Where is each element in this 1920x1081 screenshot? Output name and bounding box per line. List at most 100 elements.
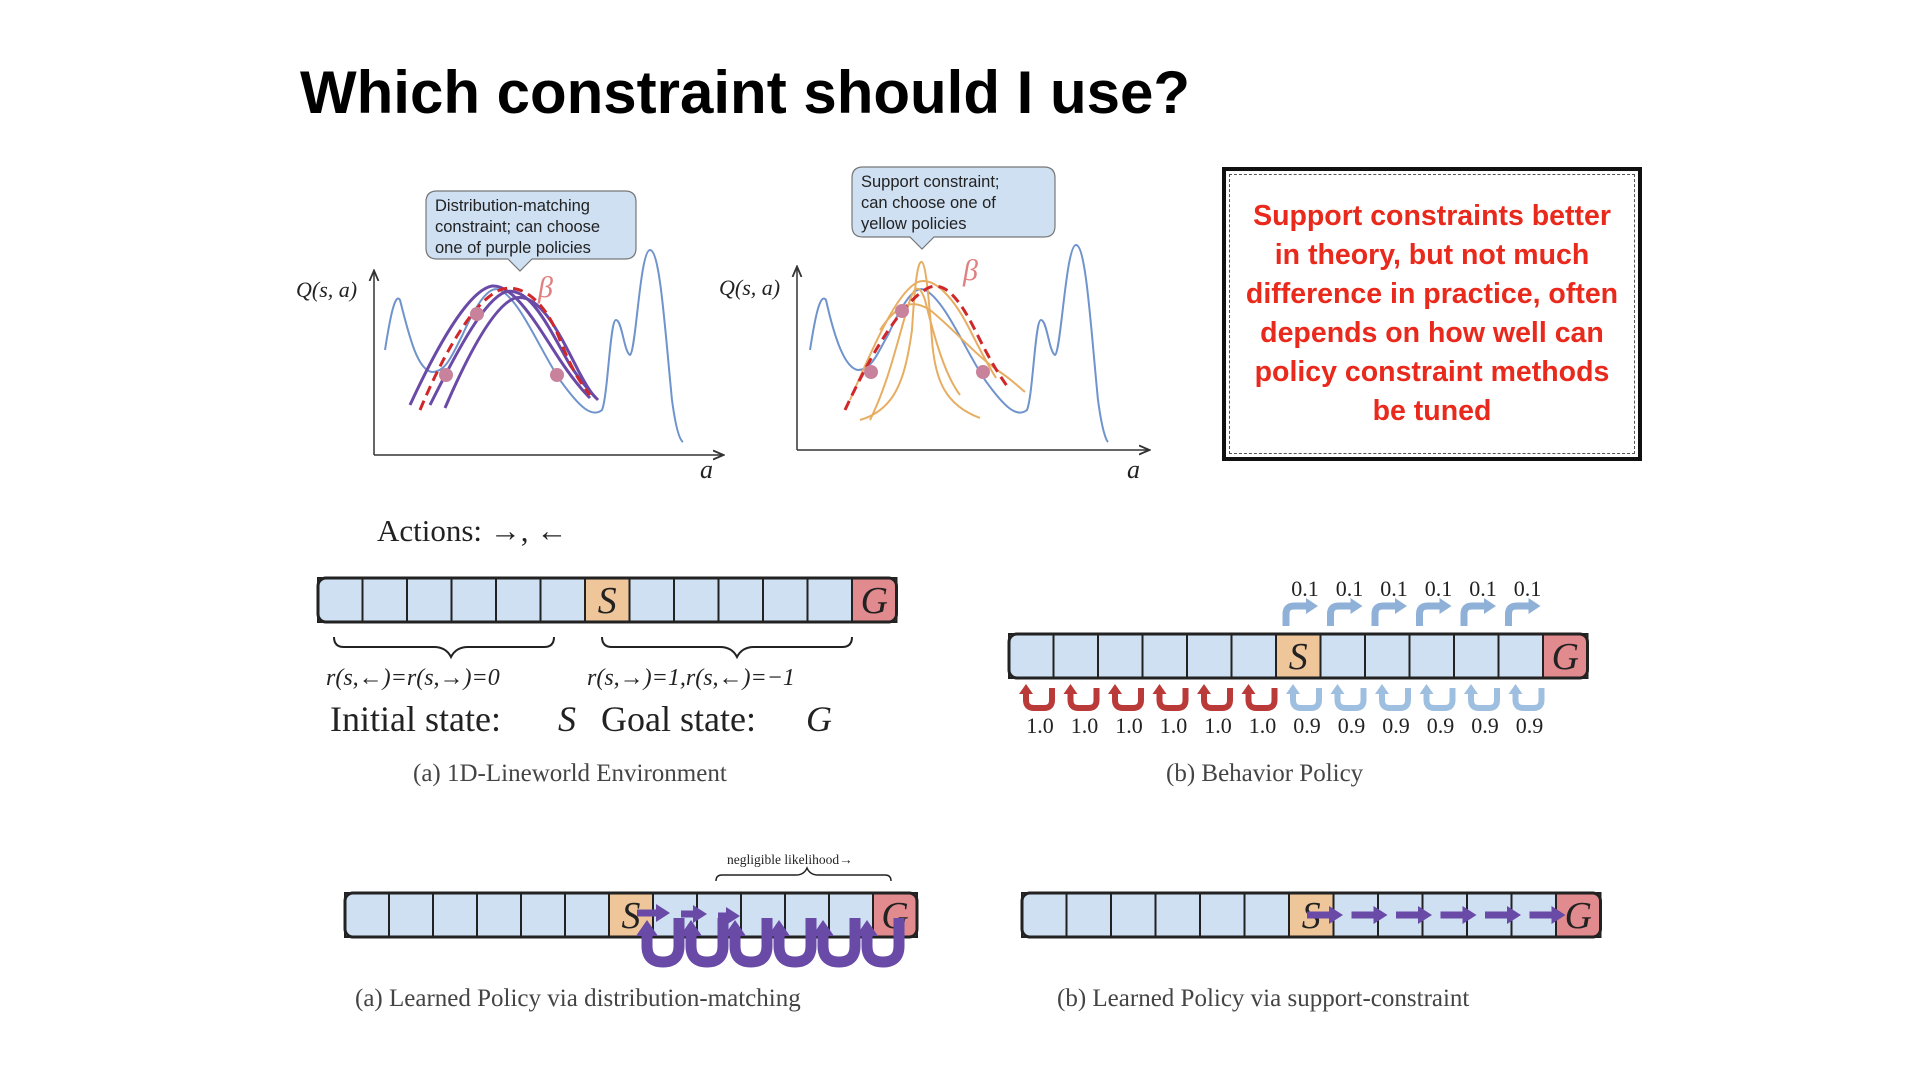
- bottom-prob-label: 0.9: [1471, 713, 1499, 738]
- plot-right-bubble-line-2: can choose one of: [861, 194, 996, 212]
- plot-left-bubble-line-3: one of purple policies: [435, 239, 591, 257]
- sc-cell: [1154, 892, 1201, 938]
- env-cell: [806, 577, 853, 623]
- dm-outline: [343, 891, 919, 939]
- bottom-curved-arrow: [1067, 688, 1100, 711]
- top-curved-arrow-head: [1528, 598, 1541, 614]
- top-curved-arrow: [1505, 602, 1531, 626]
- bottom-curved-arrow-head: [1063, 684, 1078, 694]
- plot-right-point-3: [976, 365, 990, 379]
- bottom-curved-arrow: [1245, 688, 1278, 711]
- goal-state-symbol: G: [806, 699, 832, 739]
- dm-cell: [344, 892, 390, 938]
- bottom-prob-label: 1.0: [1160, 713, 1188, 738]
- env-cell: [717, 577, 764, 623]
- bottom-curved-arrow-head: [1464, 684, 1478, 694]
- bottom-prob-label: 1.0: [1249, 713, 1277, 738]
- bottom-curved-arrow: [1023, 688, 1055, 711]
- env-cell: [673, 577, 720, 623]
- top-curved-arrow-head: [1306, 598, 1318, 614]
- plot-right-bubble-line-3: yellow policies: [861, 215, 966, 233]
- bottom-prob-label: 1.0: [1071, 713, 1099, 738]
- sc-goal-label: G: [1565, 895, 1592, 937]
- env-cell: [317, 577, 364, 623]
- beh-cell: [1408, 633, 1455, 679]
- bottom-prob-label: 1.0: [1115, 713, 1143, 738]
- beh-outline: [1007, 632, 1589, 680]
- beh-goal-label: G: [1552, 636, 1579, 678]
- bottom-curved-arrow: [1379, 688, 1411, 711]
- bottom-curved-arrow-head: [1241, 684, 1256, 694]
- environment-caption: (a) 1D-Lineworld Environment: [413, 760, 727, 787]
- dm-curved-arrow: [641, 918, 685, 968]
- beh-cell: [1364, 633, 1411, 679]
- learned-dm-caption: (a) Learned Policy via distribution-matc…: [355, 985, 801, 1012]
- bottom-curved-arrow-head: [1330, 684, 1345, 694]
- bottom-prob-label: 1.0: [1204, 713, 1232, 738]
- sc-right-arrow: [1485, 906, 1521, 924]
- dm-curved-arrow-head: [680, 920, 702, 936]
- bottom-curved-arrow-head: [1375, 684, 1389, 694]
- sc-cell: [1199, 892, 1246, 938]
- plot-left-point-2: [439, 368, 453, 382]
- plot-right-point-2: [864, 365, 878, 379]
- initial-state-label: Initial state:: [330, 699, 501, 739]
- bottom-prob-label: 0.9: [1382, 713, 1410, 738]
- dm-right-arrow: [718, 907, 740, 925]
- beh-cell: [1008, 633, 1055, 679]
- negligible-brace: [715, 866, 892, 882]
- bottom-prob-label: 0.9: [1516, 713, 1544, 738]
- dm-right-arrow: [637, 904, 670, 922]
- bottom-curved-arrow-head: [1286, 684, 1300, 694]
- bottom-curved-arrow: [1201, 688, 1233, 711]
- dm-curved-arrow-head: [856, 920, 878, 936]
- dm-cell: [476, 892, 522, 938]
- env-cell: [406, 577, 453, 623]
- reward-right-brace: [601, 636, 853, 660]
- behavior-caption: (b) Behavior Policy: [1166, 760, 1364, 787]
- bottom-curved-arrow-head: [1508, 684, 1523, 694]
- bottom-curved-arrow: [1290, 688, 1322, 711]
- reward-right-text: r(s,→)=1,r(s,←)=−1: [587, 665, 795, 691]
- beh-start-label: S: [1289, 636, 1308, 678]
- plot-left-point-1: [470, 307, 484, 321]
- plot-left: Q(s, a) a β Distribution-matching constr…: [296, 190, 722, 484]
- learned-dm-arrows: [636, 904, 905, 968]
- env-cell: [539, 577, 586, 623]
- bottom-curved-arrow-head: [1419, 684, 1434, 694]
- reward-left-text: r(s,←)=r(s,→)=0: [326, 665, 500, 691]
- plot-left-bubble: Distribution-matching constraint; can ch…: [425, 190, 637, 272]
- dm-curved-arrow-head: [768, 920, 790, 936]
- dm-curved-arrow: [729, 918, 773, 968]
- plot-left-ylabel: Q(s, a): [296, 277, 357, 302]
- plot-right-xlabel: a: [1127, 455, 1140, 484]
- bottom-curved-arrow: [1512, 688, 1545, 711]
- plot-right: Q(s, a) a β Support constraint; can choo…: [719, 166, 1148, 484]
- env-outline: [316, 576, 898, 624]
- top-curved-arrow-head: [1395, 598, 1407, 614]
- top-prob-label: 0.1: [1380, 576, 1408, 601]
- env-cell: [762, 577, 809, 623]
- dm-curved-arrow-head: [636, 920, 658, 936]
- dm-curved-arrow: [685, 918, 729, 968]
- dm-start-label: S: [622, 895, 641, 937]
- callout-text: Support constraints better in theory, bu…: [1245, 200, 1619, 427]
- beh-cell: [1230, 633, 1277, 679]
- dm-cell: [564, 892, 610, 938]
- behavior-top-probabilities: 0.1 0.1 0.1 0.1 0.1 0.1: [1291, 576, 1541, 601]
- dm-curved-arrow: [861, 918, 905, 968]
- plot-right-beta-curve: [843, 284, 1012, 411]
- dm-curved-arrow-head: [724, 920, 746, 936]
- top-curved-arrow: [1460, 602, 1486, 626]
- plot-right-bubble: Support constraint; can choose one of ye…: [851, 166, 1056, 250]
- actions-label: Actions: →, ←: [377, 513, 567, 548]
- plot-left-beta-label: β: [537, 271, 553, 304]
- plot-right-yellow-policy-2: [869, 287, 961, 421]
- top-prob-label: 0.1: [1291, 576, 1319, 601]
- behavior-bottom-arrows: [1019, 684, 1545, 711]
- top-prob-label: 0.1: [1425, 576, 1453, 601]
- learned-sc-arrows: [1307, 906, 1566, 924]
- dm-cell: [520, 892, 566, 938]
